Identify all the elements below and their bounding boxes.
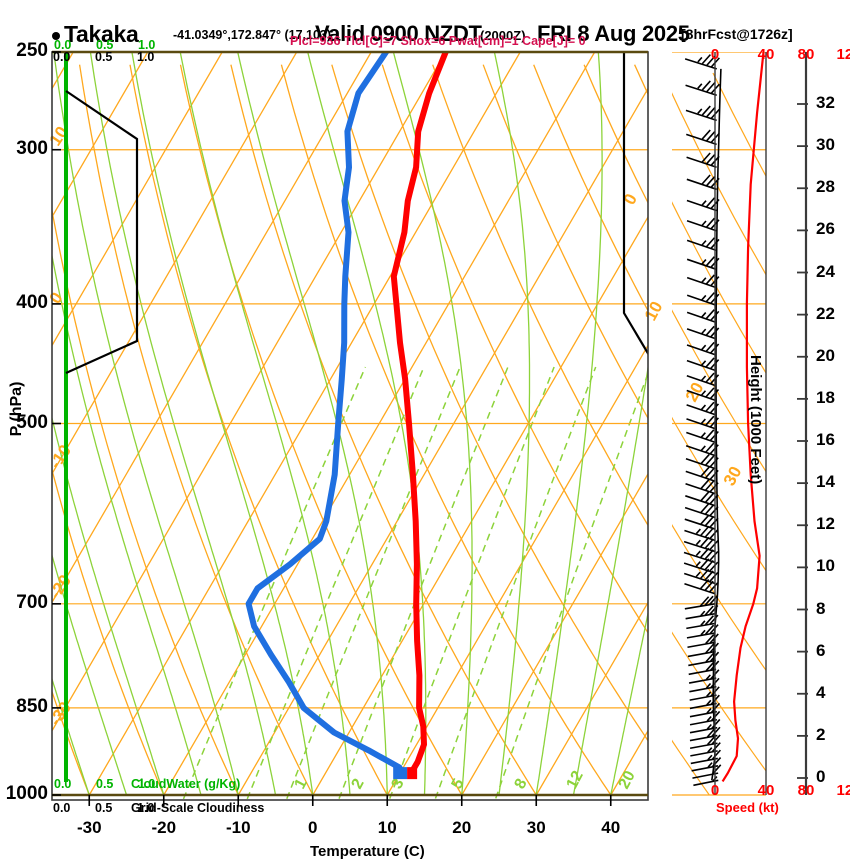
cloudiness-top-label: 0.0 <box>53 50 71 64</box>
height-tick-label: 12 <box>816 514 835 534</box>
valid-date: FRI 8 Aug 2025 <box>537 21 690 46</box>
height-tick-label: 26 <box>816 219 835 239</box>
cloudwater-bottom-label: 0.0 <box>54 777 72 791</box>
temperature-tick-label: 40 <box>601 818 621 837</box>
speed-tick-label: 40 <box>757 46 775 63</box>
pressure-tick-label: 300 <box>16 137 48 159</box>
temperature-tick-label: -10 <box>225 818 251 837</box>
pressure-tick-label: 1000 <box>5 783 48 804</box>
pressure-ticks <box>52 51 61 796</box>
valid-time: Valid 0900 NZDT <box>315 21 482 46</box>
svg-text:12: 12 <box>564 768 587 792</box>
cloudiness-bottom-label: 0.5 <box>95 801 113 815</box>
cloudiness-bottom-label: 0.0 <box>53 801 71 815</box>
pressure-tick-label: 250 <box>16 40 48 61</box>
height-tick-label: 30 <box>816 135 835 155</box>
surface-temperature-marker <box>407 767 418 780</box>
cloudwater-top-label: 0.0 <box>54 38 72 52</box>
svg-text:-10: -10 <box>46 441 75 472</box>
height-tick-label: 32 <box>816 93 835 112</box>
station-name: Takaka <box>64 21 139 47</box>
svg-text:-20: -20 <box>46 571 75 602</box>
svg-text:8: 8 <box>512 776 531 792</box>
wind-direction-trace <box>711 68 722 781</box>
surface-dewpoint-marker <box>393 767 408 780</box>
cloudwater-profile <box>64 52 648 782</box>
moist-adiabat-lines <box>52 52 648 796</box>
pressure-tick-label: 700 <box>16 591 48 613</box>
height-axis <box>797 52 808 795</box>
speed-tick-label: 120 <box>836 46 850 63</box>
speed-tick-label: 0 <box>710 46 720 63</box>
cloudiness-top-label: 1.0 <box>137 50 155 64</box>
height-tick-label: 10 <box>816 556 835 576</box>
pressure-tick-label: 400 <box>16 291 48 313</box>
temperature-ticks <box>88 795 612 806</box>
height-tick-label: 8 <box>816 598 826 618</box>
sounding-profiles <box>245 52 449 780</box>
pressure-tick-label: 500 <box>16 411 48 433</box>
temperature-curve <box>390 52 449 777</box>
svg-text:2: 2 <box>349 776 368 792</box>
height-tick-label: 24 <box>816 261 835 281</box>
temperature-axis-title: Temperature (C) <box>310 843 425 860</box>
height-tick-label: 6 <box>816 640 826 660</box>
speed-tick-label: 80 <box>797 782 815 799</box>
temperature-tick-label: 20 <box>452 818 472 837</box>
mixing-ratio-lines <box>182 366 648 800</box>
cloudiness-top-label: 0.5 <box>95 50 113 64</box>
cloudwater-top-label: 0.5 <box>96 38 114 52</box>
height-tick-label: 0 <box>816 767 826 786</box>
wind-panel-gridlines <box>672 52 766 796</box>
height-tick-label: 18 <box>816 387 835 407</box>
grid-lines <box>52 52 648 800</box>
height-tick-label: 16 <box>816 430 835 449</box>
svg-text:30: 30 <box>720 463 746 489</box>
speed-axis-title: Speed (kt) <box>716 800 779 815</box>
svg-text:-30: -30 <box>46 698 75 729</box>
temperature-tick-label: 10 <box>377 818 397 837</box>
speed-tick-label: 80 <box>797 46 815 63</box>
height-tick-label: 14 <box>816 472 835 492</box>
cloudwater-axis-title: CloudWater (g/Kg) <box>131 777 241 791</box>
sounding-parameters: Plcl=936 Tlcl[C]=7 Shox=6 Pwat[cm]=1 Cap… <box>290 34 586 48</box>
cloudwater-bottom-label: 1.0 <box>138 777 156 791</box>
cloudiness-bottom-label: 1.0 <box>137 801 155 815</box>
title-bar: Takaka -41.0349°,172.847° (17,103) Valid… <box>0 10 850 47</box>
svg-text:10: 10 <box>641 298 667 324</box>
station-coordinates: -41.0349°,172.847° (17,103) <box>173 28 332 42</box>
temperature-tick-label: -30 <box>76 818 102 837</box>
temperature-tick-label: 30 <box>526 818 546 837</box>
cloudiness-axis-title: Grid-Scale Cloudiness <box>131 801 265 815</box>
height-tick-label: 4 <box>816 682 826 702</box>
cloudwater-bottom-label: 0.5 <box>96 777 114 791</box>
height-tick-label: 20 <box>816 345 835 365</box>
temperature-tick-label: 0 <box>308 818 318 837</box>
height-tick-label: 2 <box>816 724 826 744</box>
height-ticks <box>797 103 808 779</box>
dewpoint-curve <box>245 52 406 777</box>
height-tick-label: 28 <box>816 177 835 197</box>
speed-tick-label: 120 <box>836 782 850 799</box>
svg-text:20: 20 <box>616 768 639 792</box>
wind-panel <box>672 51 767 796</box>
forecast-tag: [8hrFcst@1726z] <box>681 26 793 42</box>
station-marker-icon <box>52 32 60 40</box>
valid-time-utc: (2000Z) <box>480 28 526 43</box>
wind-speed-curve <box>721 51 765 782</box>
cloudwater-top-label: 1.0 <box>138 38 156 52</box>
temperature-tick-label: -20 <box>151 818 177 837</box>
pressure-tick-label: 850 <box>16 695 48 717</box>
svg-text:1: 1 <box>292 776 311 792</box>
height-tick-label: 22 <box>816 303 835 323</box>
speed-tick-label: 0 <box>710 782 720 799</box>
height-axis-title: Height (1000 Feet) <box>747 355 764 485</box>
speed-tick-label: 40 <box>757 782 775 799</box>
